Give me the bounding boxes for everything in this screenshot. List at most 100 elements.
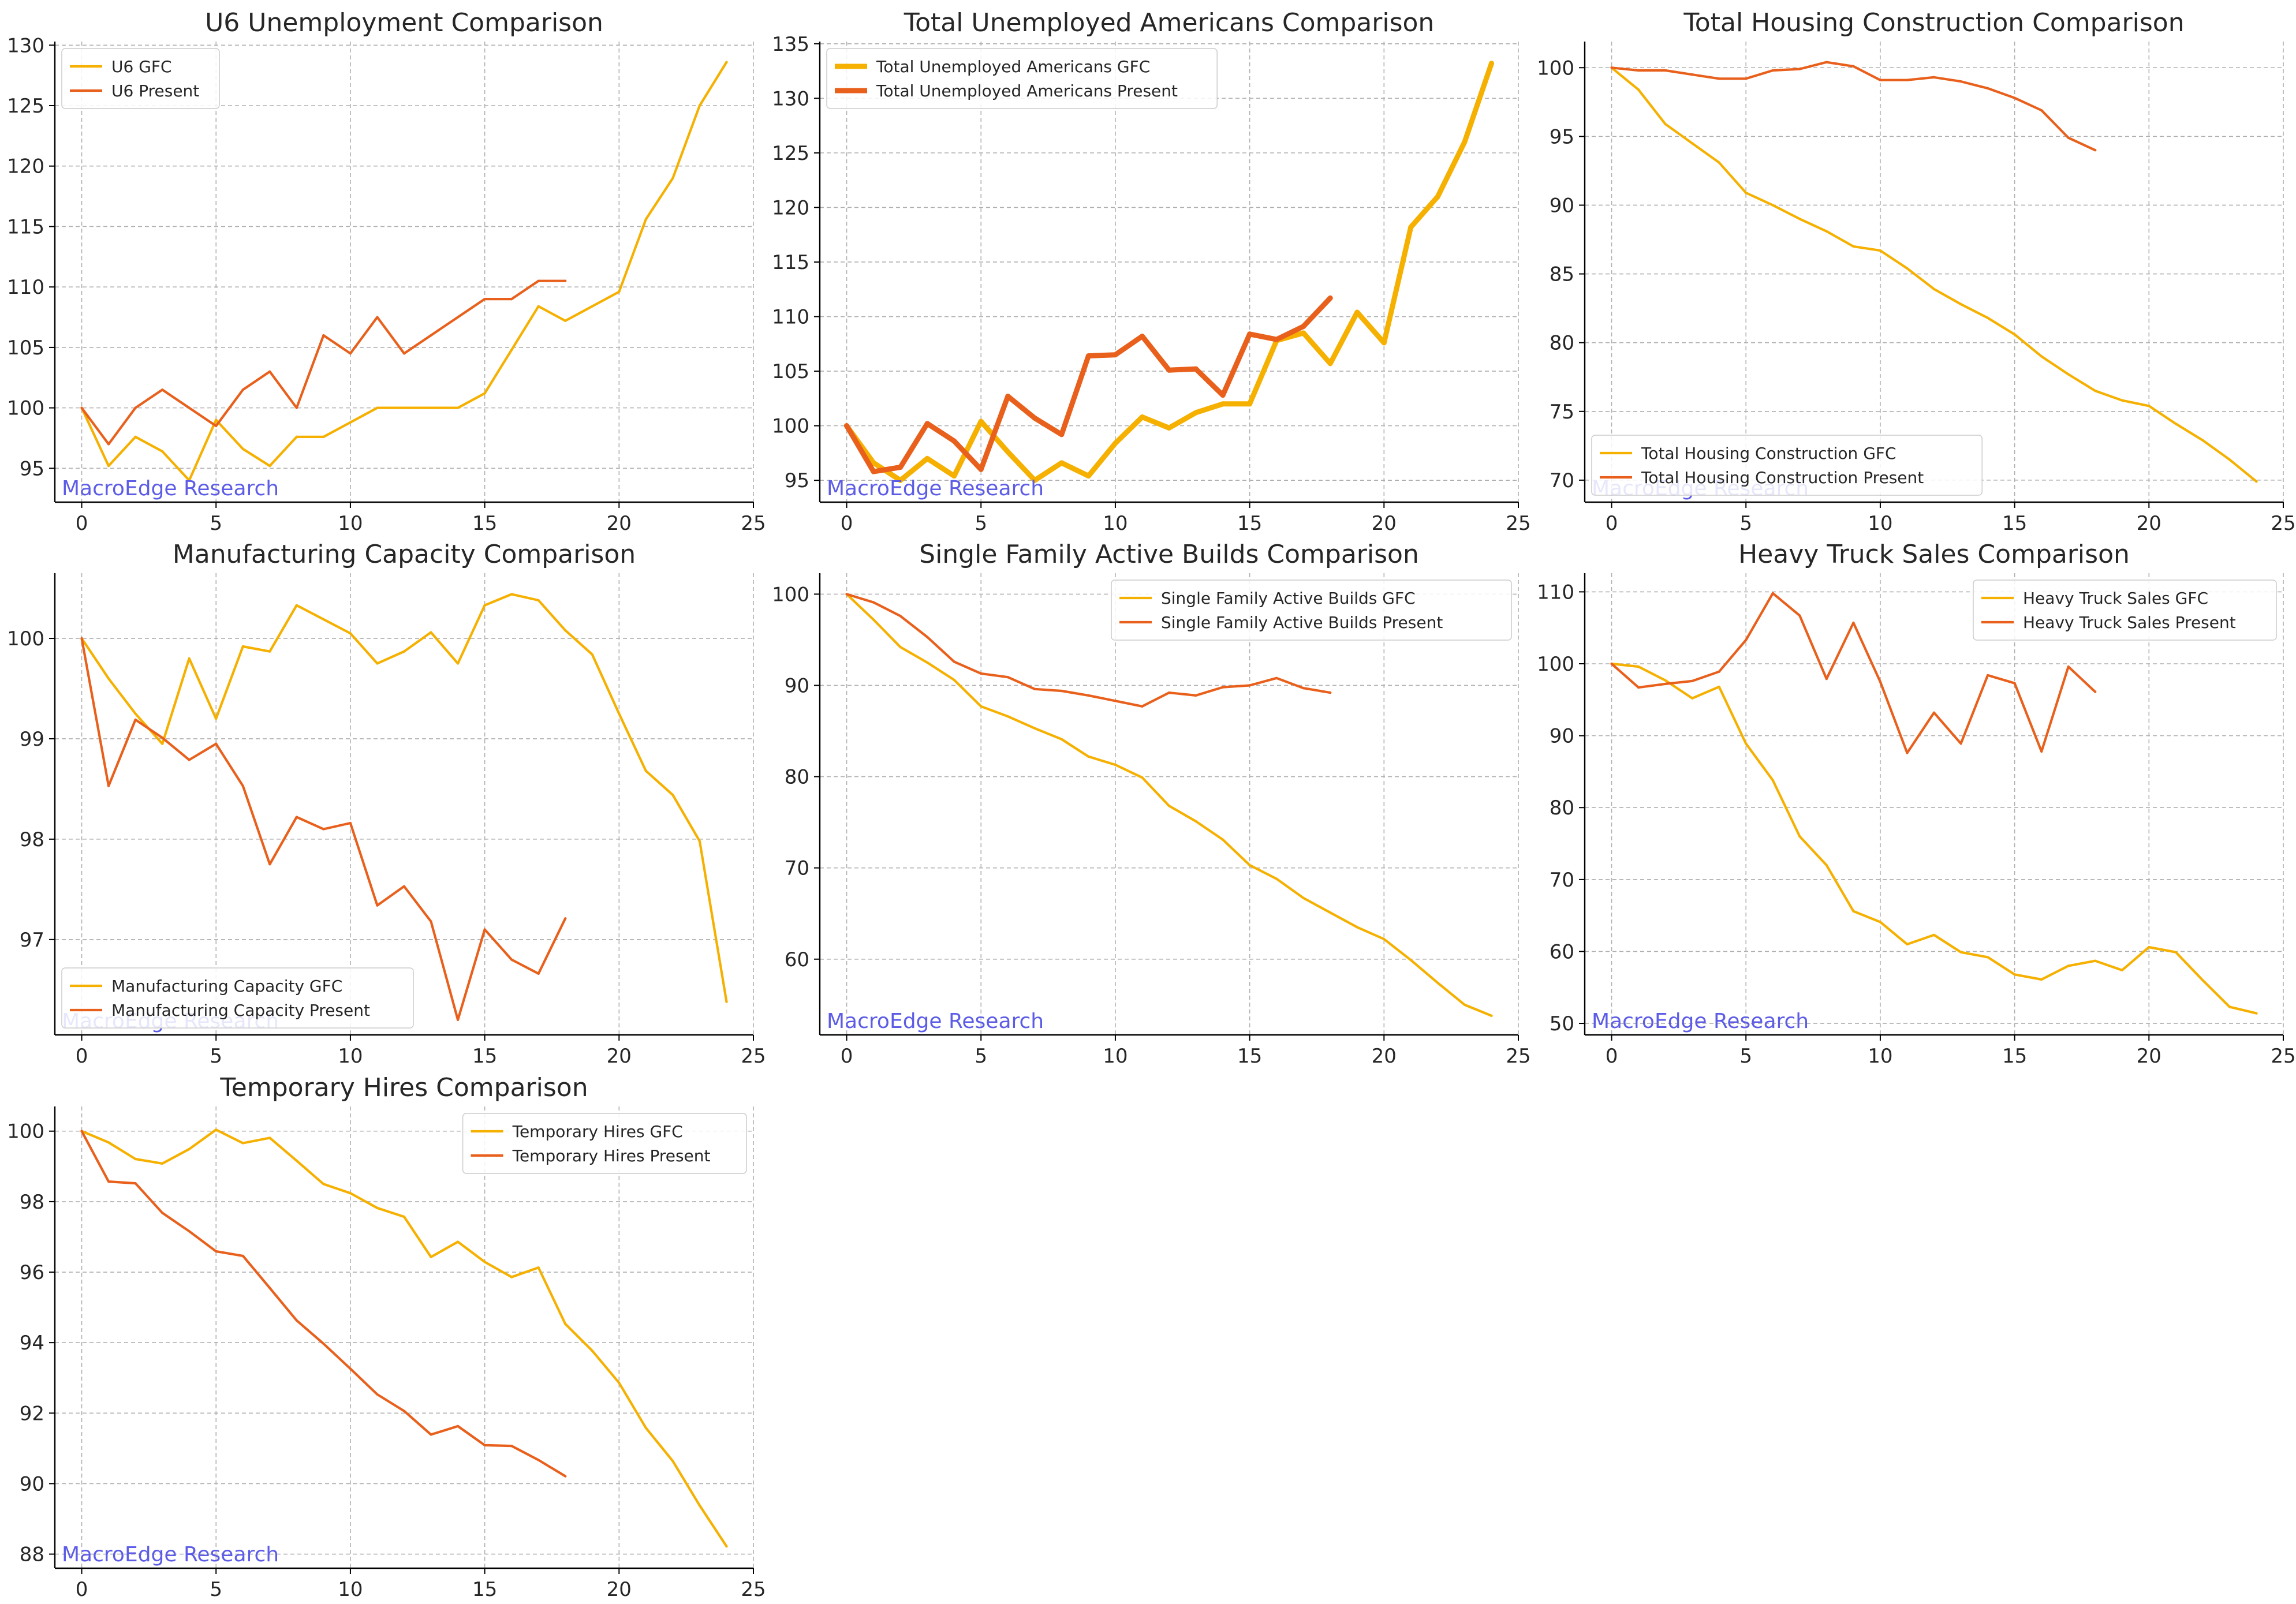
y-tick-label: 100 [1537, 57, 1574, 80]
data-point [845, 593, 848, 596]
data-point [1664, 682, 1667, 686]
data-point [107, 784, 110, 787]
data-point [1221, 686, 1224, 689]
data-point [161, 1212, 164, 1214]
data-point [483, 392, 486, 395]
series-points [1610, 61, 2097, 152]
data-point [349, 352, 352, 355]
data-point [295, 816, 298, 818]
data-point [107, 1180, 110, 1183]
y-tick-label: 110 [1537, 581, 1574, 604]
y-tick-label: 105 [7, 336, 44, 360]
chart-panel-2: Total Unemployed Americans Comparison 0 5 1… [772, 8, 1531, 535]
data-point [1033, 727, 1036, 730]
data-point [1301, 324, 1306, 330]
data-point [671, 1460, 674, 1463]
data-point [1959, 742, 1962, 745]
data-point [2148, 405, 2151, 407]
x-tick-label: 20 [607, 512, 632, 535]
data-point [2040, 978, 2043, 981]
data-point [537, 279, 540, 282]
data-point [295, 1159, 298, 1162]
data-point [2067, 373, 2070, 376]
data-point [107, 443, 110, 446]
grid [55, 573, 754, 1035]
chart-title: Total Housing Construction Comparison [1683, 8, 2184, 38]
data-point [402, 650, 406, 653]
series-points [845, 593, 1493, 1017]
x-tick-label: 25 [2271, 512, 2295, 535]
data-point [215, 1128, 218, 1131]
data-point [1220, 392, 1226, 398]
data-point [698, 840, 701, 843]
data-point [268, 1136, 271, 1139]
data-point [349, 1192, 352, 1195]
data-point [980, 672, 983, 675]
data-point [1194, 820, 1197, 823]
y-tick-label: 100 [772, 415, 809, 438]
watermark: MacroEdge Research [62, 477, 279, 500]
data-point [1718, 161, 1720, 164]
y-tick-label: 120 [772, 196, 809, 219]
data-point [1798, 614, 1801, 617]
legend-box [1973, 579, 2277, 641]
data-point [188, 1147, 191, 1150]
legend-label: U6 Present [111, 81, 199, 100]
data-point [871, 469, 876, 474]
series-points [844, 295, 1333, 474]
data-point [1932, 933, 1936, 936]
x-tick-label: 15 [472, 1045, 497, 1068]
data-point [241, 1254, 244, 1258]
y-tick-label: 120 [7, 155, 44, 178]
data-point [1771, 592, 1774, 595]
data-point [1327, 295, 1333, 301]
data-point [671, 177, 674, 180]
data-point [188, 1230, 191, 1233]
y-tick-label: 95 [785, 469, 809, 492]
data-point [1167, 691, 1171, 694]
data-point [161, 742, 164, 745]
legend-label: Heavy Truck Sales GFC [2023, 589, 2208, 608]
data-point [2013, 682, 2016, 685]
legend: Temporary Hires GFC Temporary Hires Prese… [462, 1113, 747, 1174]
data-point [2040, 750, 2043, 753]
y-tick-label: 130 [772, 87, 809, 110]
data-point [268, 650, 271, 653]
legend: Manufacturing Capacity GFC Manufacturing … [61, 967, 414, 1029]
data-point [951, 473, 957, 479]
data-point [268, 1287, 271, 1289]
data-point [2120, 969, 2123, 971]
data-point [402, 352, 406, 355]
data-point [430, 334, 432, 337]
chart-title: Single Family Active Builds Comparison [919, 540, 1419, 569]
data-point [1006, 676, 1009, 679]
data-point [1718, 77, 1720, 80]
chart-title: Heavy Truck Sales Comparison [1738, 540, 2130, 569]
x-tick-label: 25 [741, 1578, 766, 1601]
series-points [1610, 592, 2097, 754]
data-point [80, 637, 83, 640]
data-point [402, 1216, 406, 1218]
data-point [872, 618, 875, 621]
x-tick-label: 0 [841, 1045, 853, 1068]
data-point [430, 920, 432, 923]
y-tick-label: 90 [20, 1472, 44, 1495]
data-point [188, 758, 191, 761]
data-point [215, 717, 218, 720]
series-points [80, 1130, 567, 1478]
y-tick-label: 98 [20, 1191, 44, 1214]
data-point [1691, 142, 1694, 145]
legend: Total Housing Construction GFC Total Hous… [1591, 435, 1983, 496]
data-point [349, 421, 352, 424]
y-tick-label: 90 [1550, 725, 1574, 748]
data-point [510, 593, 513, 596]
data-point [1032, 415, 1037, 421]
data-point [1745, 742, 1748, 745]
data-point [161, 1162, 164, 1165]
y-tick-label: 105 [772, 360, 809, 383]
data-point [107, 465, 110, 468]
data-point [268, 370, 271, 373]
y-tick-label: 70 [785, 857, 809, 880]
data-point [618, 1381, 621, 1384]
data-point [1718, 685, 1720, 688]
